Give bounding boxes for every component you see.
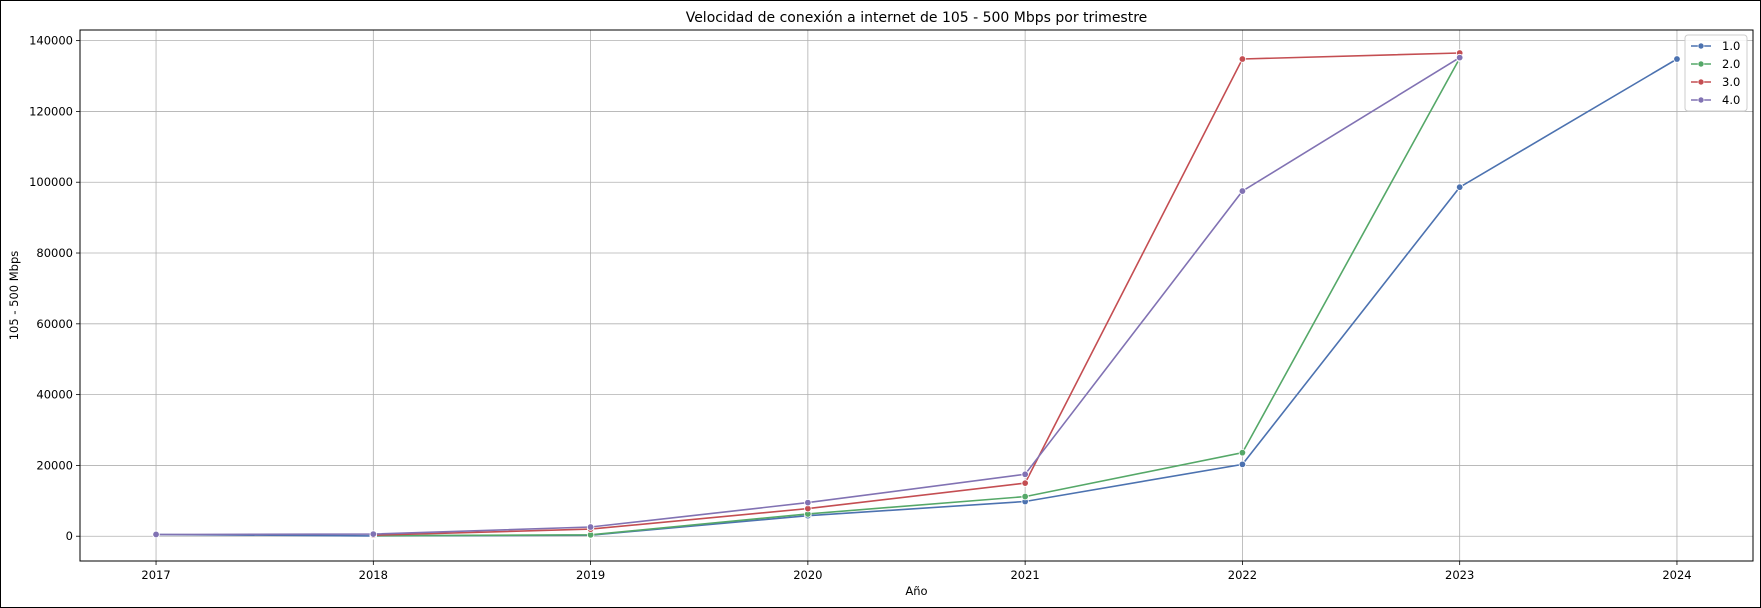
- data-point: [152, 530, 160, 539]
- legend-item: 2.0: [1691, 57, 1740, 71]
- legend-label: 1.0: [1722, 39, 1740, 53]
- y-tick-label: 0: [66, 529, 73, 543]
- data-point: [1238, 460, 1247, 469]
- data-point: [1455, 53, 1464, 62]
- x-tick-label: 2024: [1662, 568, 1691, 582]
- series-2.0: [369, 54, 1464, 540]
- x-tick-label: 2020: [793, 568, 822, 582]
- y-tick-label: 80000: [36, 246, 73, 260]
- series-lines: [152, 49, 1681, 540]
- x-tick-label: 2023: [1445, 568, 1474, 582]
- legend-item: 1.0: [1691, 39, 1740, 53]
- y-tick-label: 20000: [36, 458, 73, 472]
- x-tick-label: 2021: [1010, 568, 1039, 582]
- x-tick-label: 2017: [141, 568, 170, 582]
- series-1.0: [152, 55, 1681, 540]
- x-tick-label: 2019: [576, 568, 605, 582]
- data-point: [369, 530, 378, 538]
- chart-title: Velocidad de conexión a internet de 105 …: [686, 10, 1148, 26]
- data-point: [1673, 55, 1681, 63]
- series-line: [373, 52, 1460, 536]
- legend-swatch-marker: [1697, 60, 1705, 68]
- legend-swatch-marker: [1697, 96, 1705, 104]
- legend-label: 3.0: [1722, 75, 1740, 89]
- series-line: [155, 58, 1678, 537]
- y-tick-label: 120000: [29, 104, 73, 118]
- legend-box: [1684, 34, 1748, 112]
- data-point: [804, 498, 812, 507]
- legend-swatch-marker: [1697, 78, 1705, 86]
- y-tick-label: 40000: [36, 388, 73, 402]
- plot-area-border: [79, 29, 1754, 562]
- y-tick-label: 100000: [29, 175, 73, 189]
- series-line: [373, 57, 1461, 537]
- x-axis-label: Año: [905, 584, 927, 598]
- data-point: [1021, 470, 1029, 478]
- x-tick-label: 2022: [1228, 568, 1257, 582]
- legend-label: 2.0: [1722, 57, 1740, 71]
- data-point: [1238, 448, 1247, 457]
- axis-ticks: 2017 2018 2019 2020 2021 2022 2023 2024 0 20000 40…: [29, 34, 1692, 582]
- y-tick-label: 60000: [36, 317, 73, 331]
- legend: 1.0 2.0 3.0 4.0: [1684, 34, 1748, 112]
- data-point: [586, 523, 595, 531]
- data-point: [1021, 479, 1029, 487]
- y-axis-label: 105 - 500 Mbps: [7, 251, 21, 341]
- legend-swatch-marker: [1697, 42, 1705, 50]
- data-point: [1021, 492, 1029, 501]
- grid-lines: [80, 30, 1753, 561]
- legend-item: 3.0: [1691, 75, 1740, 89]
- data-point: [804, 504, 812, 513]
- legend-item: 4.0: [1691, 93, 1740, 107]
- data-point: [1455, 183, 1464, 191]
- series-4.0: [152, 53, 1464, 539]
- y-tick-label: 140000: [29, 34, 73, 48]
- x-tick-label: 2018: [359, 568, 388, 582]
- data-point: [1238, 55, 1247, 63]
- data-point: [1238, 187, 1247, 195]
- legend-label: 4.0: [1722, 93, 1740, 107]
